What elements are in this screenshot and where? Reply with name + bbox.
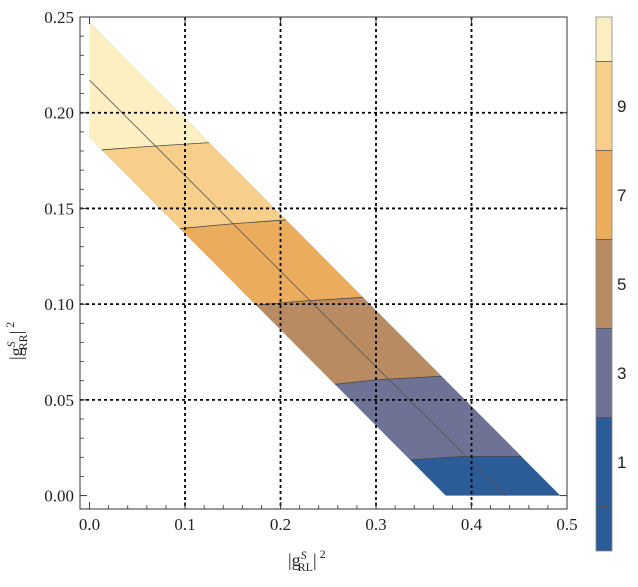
x-tick-label: 0.1: [174, 515, 195, 534]
y-axis-title: |gSRR| 2: [3, 322, 30, 360]
x-title-post: |: [313, 550, 317, 570]
y-tick-label: 0.20: [44, 104, 74, 123]
x-axis-title: |gS RL| 2: [288, 547, 326, 574]
x-tick-label: 0.0: [79, 515, 100, 534]
contour-band-11: [89, 22, 561, 156]
colorbar-band: [596, 506, 612, 551]
y-title-pre: |g: [6, 347, 26, 360]
axis-ticks: 0.0 0.1 0.2 0.3 0.4 0.5 0.00 0.05 0.10 0.15 0.20 0.…: [44, 8, 577, 534]
x-title-sup: S: [301, 548, 307, 562]
contour-bands: [89, 22, 561, 496]
contour-lines: [89, 137, 561, 465]
x-tick-label: 0.5: [556, 515, 577, 534]
colorbar: 1 3 5 7 9: [595, 16, 626, 552]
y-tick-label: 0.15: [44, 199, 74, 218]
colorbar-tick-label: 1: [617, 453, 626, 472]
central-line: [89, 79, 506, 496]
colorbar-tick-label: 3: [617, 364, 626, 383]
x-title-pre: |g: [288, 550, 301, 570]
colorbar-band: [596, 150, 612, 240]
colorbar-tick-label: 5: [617, 275, 626, 294]
colorbar-tick-label: 7: [617, 186, 626, 205]
x-tick-label: 0.2: [270, 515, 291, 534]
x-title-sub: RL: [298, 560, 313, 574]
y-title-power: 2: [3, 322, 17, 328]
y-tick-label: 0.25: [44, 8, 74, 27]
x-tick-label: 0.4: [461, 515, 483, 534]
y-title-sup: S: [4, 341, 18, 347]
y-title-post: |: [6, 331, 26, 335]
y-tick-label: 0.00: [44, 487, 74, 506]
grid-lines: [80, 17, 567, 509]
plot-frame: [79, 16, 568, 510]
colorbar-tick-label: 9: [617, 97, 626, 116]
contour-band-5: [89, 22, 561, 394]
colorbar-band: [596, 17, 612, 62]
colorbar-band: [596, 61, 612, 151]
colorbar-band: [596, 328, 612, 418]
colorbar-frame: [595, 16, 613, 552]
x-title-power: 2: [320, 547, 326, 561]
x-tick-label: 0.3: [365, 515, 386, 534]
contour-band-3: [89, 22, 561, 465]
y-tick-label: 0.05: [44, 391, 74, 410]
y-title-sub: RR: [16, 334, 30, 350]
colorbar-band: [596, 417, 612, 507]
y-axis-title-group: |gSRR| 2: [3, 322, 30, 360]
y-tick-label: 0.10: [44, 295, 74, 314]
colorbar-band: [596, 239, 612, 329]
